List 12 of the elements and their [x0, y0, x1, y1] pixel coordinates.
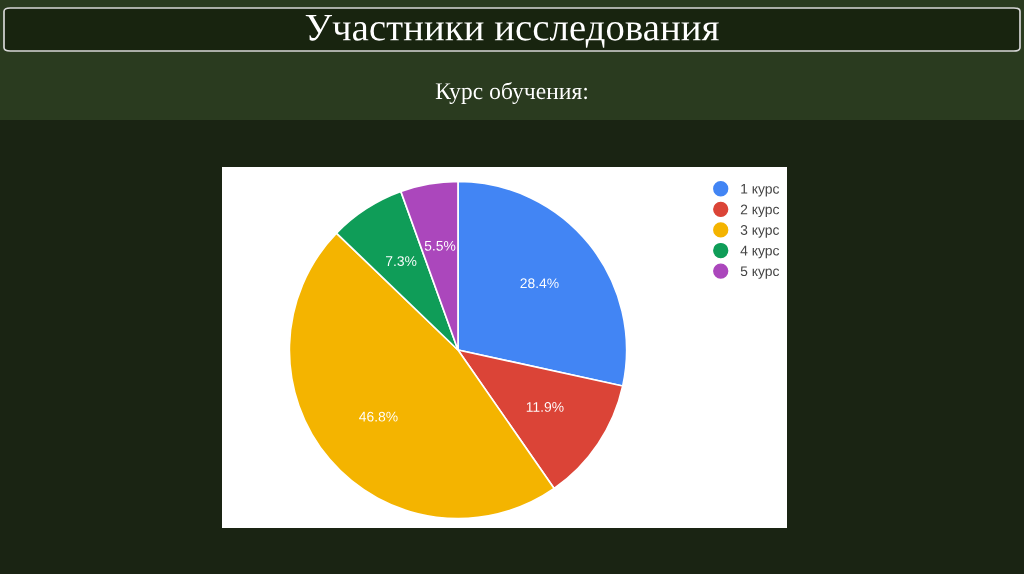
legend-label: 4 курс	[740, 245, 780, 259]
chart-title: Участники исследования	[305, 14, 719, 48]
data-label: 11.9%	[526, 402, 564, 412]
legend-label: 1 курс	[741, 184, 780, 197]
data-label: 46.8%	[359, 411, 398, 422]
legend-label: 3 курс	[740, 225, 780, 238]
chart-subtitle: Курс обучения:	[435, 82, 587, 104]
data-label: 7.3%	[385, 256, 417, 267]
legend-label: 2 курс	[740, 204, 780, 218]
legend-label: 5 курс	[740, 266, 780, 279]
data-label: 28.4%	[520, 278, 559, 289]
data-label: 5.5%	[424, 240, 456, 251]
